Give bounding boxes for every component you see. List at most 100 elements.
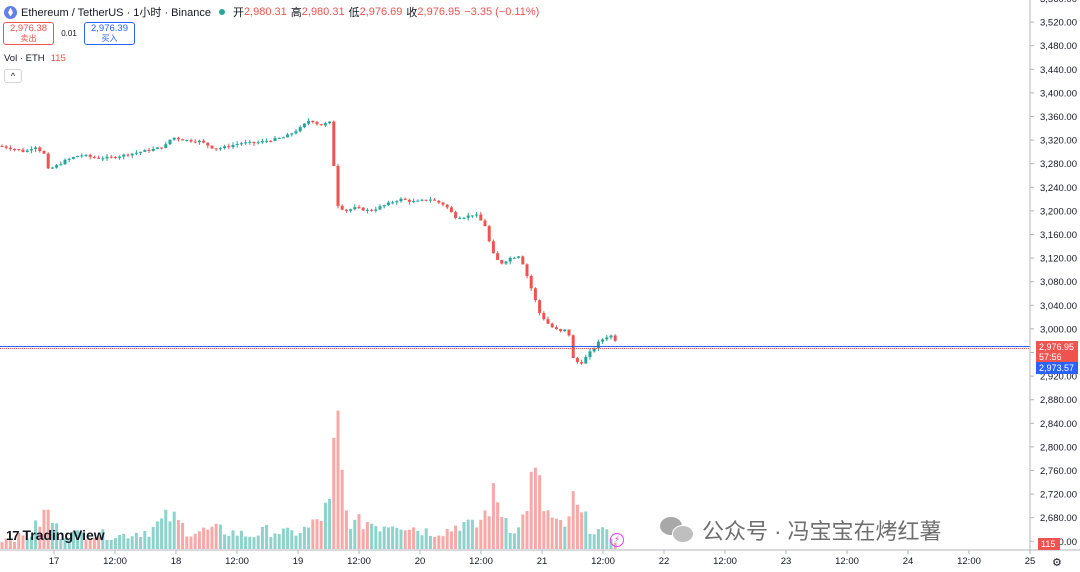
- candle-body: [176, 137, 180, 140]
- volume-bar: [554, 518, 558, 549]
- volume-bar: [244, 536, 248, 549]
- candle-body: [223, 146, 227, 149]
- volume-bar: [395, 528, 399, 549]
- candle-body: [17, 149, 21, 151]
- volume-bar: [80, 532, 84, 549]
- volume-bar: [76, 530, 80, 549]
- volume-bar: [273, 533, 277, 549]
- candle-body: [92, 156, 96, 158]
- collapse-legend-button[interactable]: ^: [4, 69, 22, 83]
- symbol-title[interactable]: Ethereum / TetherUS · 1小时 · Binance: [21, 7, 211, 19]
- candle-body: [483, 220, 487, 227]
- candle-body: [21, 149, 25, 152]
- candle-body: [302, 123, 306, 128]
- candle-body: [46, 153, 50, 169]
- volume-bar: [412, 527, 416, 549]
- tradingview-icon: 17: [6, 527, 20, 543]
- volume-bar: [575, 504, 579, 549]
- candle-body: [256, 142, 260, 144]
- candle-body: [239, 143, 243, 145]
- volume-bar: [151, 526, 155, 549]
- volume-bar: [8, 540, 12, 549]
- candle-body: [286, 134, 290, 138]
- candle-body: [101, 158, 105, 160]
- time-tick-label: 12:00: [469, 556, 493, 567]
- time-axis[interactable]: 17 12:00 18 12:00 19 12:00 20 12:00 21 12:00 22 12:…: [0, 549, 1080, 567]
- volume-bar: [105, 539, 109, 549]
- volume-bar: [567, 516, 571, 549]
- volume-bar: [550, 517, 554, 549]
- price-axis[interactable]: 3,560.00 3,520.00 3,480.00 3,440.00 3,400.00…: [1029, 0, 1077, 550]
- candle-body: [25, 150, 29, 152]
- candle-body: [248, 141, 252, 143]
- volume-bar: [365, 521, 369, 549]
- candle-body: [323, 123, 327, 126]
- candle-body: [584, 356, 588, 364]
- buy-button[interactable]: 2,976.39 买入: [84, 22, 135, 45]
- price-tick-label: 3,160.00: [1040, 230, 1077, 241]
- volume-bar: [445, 529, 449, 549]
- candle-body: [538, 300, 542, 314]
- candle-body: [139, 151, 143, 153]
- volume-bar: [160, 518, 164, 549]
- volume-bar: [504, 518, 508, 549]
- volume-bar: [172, 511, 176, 549]
- candle-body: [546, 319, 550, 324]
- volume-bar: [59, 538, 63, 549]
- volume-bar: [596, 529, 600, 549]
- candle-body: [206, 142, 210, 146]
- tradingview-name: TradingView: [22, 527, 105, 543]
- tradingview-logo[interactable]: 17 TradingView: [6, 527, 105, 543]
- volume-bar: [592, 534, 596, 549]
- candle-body: [113, 156, 117, 158]
- candle-body: [433, 199, 437, 201]
- volume-legend[interactable]: Vol · ETH 115: [4, 53, 66, 64]
- volume-bar: [122, 533, 126, 549]
- gear-icon[interactable]: ⚙: [1052, 557, 1062, 569]
- price-tick-label: 3,080.00: [1040, 277, 1077, 288]
- change-value: −3.35 (−0.11%): [464, 6, 540, 18]
- candle-body: [210, 145, 214, 149]
- candle-body: [416, 200, 420, 202]
- volume-bar: [231, 530, 235, 549]
- volume-bar: [357, 514, 361, 549]
- candle-body: [470, 215, 474, 217]
- volume-bar: [118, 535, 122, 549]
- candle-body: [424, 199, 428, 201]
- candle-body: [475, 214, 479, 216]
- candle-body: [109, 156, 113, 158]
- candle-body: [454, 212, 458, 218]
- volume-bar: [101, 529, 105, 549]
- time-tick-label: 24: [903, 556, 914, 567]
- volume-bar: [126, 538, 130, 549]
- candle-body: [143, 150, 147, 152]
- volume-bar: [563, 526, 567, 549]
- candle-body: [118, 156, 122, 158]
- candle-body: [529, 276, 533, 289]
- symbol-legend[interactable]: Ethereum / TetherUS · 1小时 · Binance 开 2,9…: [4, 4, 539, 20]
- last-price-tag: 2,976.95 57:56: [1036, 341, 1078, 362]
- volume-bar: [248, 536, 252, 549]
- volume-bar: [449, 531, 453, 549]
- volume-bar: [185, 536, 189, 549]
- price-tick-label: 3,360.00: [1040, 112, 1077, 123]
- time-tick-label: 12:00: [591, 556, 615, 567]
- sell-button[interactable]: 2,976.38 卖出: [3, 22, 54, 45]
- candle-body: [105, 156, 109, 159]
- candle-body: [76, 155, 80, 158]
- candle-body: [13, 149, 17, 151]
- volume-bar: [378, 531, 382, 549]
- volume-bar: [344, 510, 348, 549]
- volume-bar: [307, 527, 311, 549]
- candle-body: [231, 144, 235, 148]
- lightning-icon[interactable]: ⚡: [610, 533, 624, 547]
- volume-bar: [584, 511, 588, 549]
- candle-body: [500, 260, 504, 264]
- price-tick-label: 3,440.00: [1040, 65, 1077, 76]
- last-price-value: 2,976.95: [1039, 342, 1075, 352]
- candle-body: [449, 207, 453, 213]
- candle-body: [307, 120, 311, 124]
- volume-bar: [302, 526, 306, 549]
- volume-bar: [328, 498, 332, 549]
